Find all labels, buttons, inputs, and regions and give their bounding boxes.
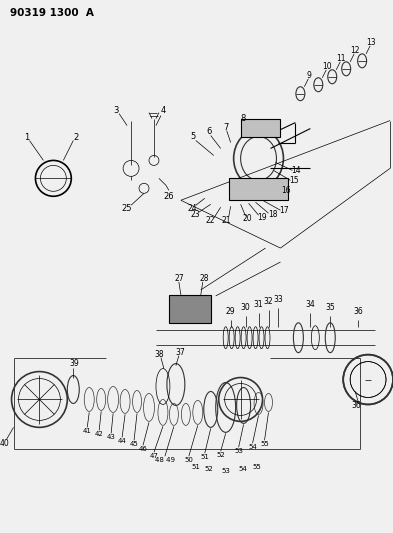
Text: 5: 5 — [190, 132, 195, 141]
Text: 18: 18 — [268, 209, 277, 219]
Text: 35: 35 — [325, 303, 335, 312]
Text: 47: 47 — [149, 453, 158, 459]
Text: 12: 12 — [351, 46, 360, 55]
Text: 51: 51 — [191, 464, 200, 470]
Text: 28: 28 — [199, 274, 209, 284]
Text: 9: 9 — [307, 71, 312, 80]
Text: 25: 25 — [122, 204, 132, 213]
Text: 39: 39 — [70, 359, 79, 368]
Text: 37: 37 — [175, 348, 185, 357]
Text: 31: 31 — [254, 300, 263, 309]
Text: 8: 8 — [240, 114, 245, 123]
Text: 22: 22 — [206, 216, 215, 225]
Text: 3: 3 — [114, 106, 119, 115]
Text: 40: 40 — [0, 439, 9, 448]
Text: 11: 11 — [336, 54, 346, 63]
Bar — [169, 295, 211, 323]
Text: 55: 55 — [252, 464, 261, 470]
Text: 50: 50 — [184, 457, 193, 463]
Text: 38: 38 — [154, 350, 164, 359]
Text: 48 49: 48 49 — [155, 457, 175, 463]
Text: 27: 27 — [174, 274, 184, 284]
Bar — [241, 119, 281, 136]
Text: 26: 26 — [163, 192, 174, 201]
Text: 19: 19 — [257, 213, 266, 222]
Text: 52: 52 — [204, 466, 213, 472]
Text: 53: 53 — [221, 468, 230, 474]
Text: 45: 45 — [130, 441, 138, 447]
Text: 24: 24 — [188, 204, 198, 213]
Text: 7: 7 — [223, 123, 228, 132]
Text: 90319 1300  A: 90319 1300 A — [9, 8, 94, 18]
Text: 1: 1 — [24, 133, 29, 142]
Text: 29: 29 — [226, 308, 235, 316]
Text: 36: 36 — [351, 401, 361, 410]
Bar — [229, 179, 288, 200]
Text: 42: 42 — [95, 431, 104, 437]
Text: 17: 17 — [280, 206, 289, 215]
Text: 33: 33 — [274, 295, 283, 304]
Text: 36: 36 — [353, 308, 363, 316]
Text: 34: 34 — [305, 300, 315, 309]
Text: 15: 15 — [290, 176, 299, 185]
Text: 20: 20 — [243, 214, 252, 223]
Text: 14: 14 — [292, 166, 301, 175]
Text: 41: 41 — [83, 429, 92, 434]
Text: 32: 32 — [264, 297, 273, 306]
Text: 46: 46 — [139, 446, 147, 453]
Text: 13: 13 — [366, 38, 376, 47]
Text: 51: 51 — [200, 454, 209, 460]
Text: 44: 44 — [118, 438, 127, 445]
Text: 10: 10 — [322, 62, 332, 71]
Text: 52: 52 — [216, 452, 225, 458]
Text: 43: 43 — [107, 434, 116, 440]
Text: 53: 53 — [234, 448, 243, 454]
Text: 55: 55 — [260, 441, 269, 447]
Text: 16: 16 — [282, 186, 291, 195]
Text: 54: 54 — [238, 466, 247, 472]
Text: 30: 30 — [241, 303, 250, 312]
Text: 2: 2 — [73, 133, 79, 142]
Text: 54: 54 — [248, 445, 257, 450]
Text: 23: 23 — [191, 209, 200, 219]
Text: 4: 4 — [160, 106, 165, 115]
Text: 21: 21 — [222, 216, 231, 225]
Text: 6: 6 — [206, 127, 211, 136]
